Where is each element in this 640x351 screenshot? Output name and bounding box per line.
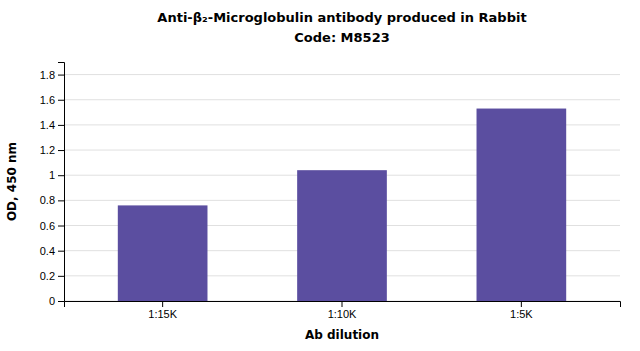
y-tick-mark <box>58 100 64 101</box>
x-tick: 1:10K <box>328 301 357 320</box>
x-tick-label: 1:15K <box>148 308 177 320</box>
y-tick-label: 1.4 <box>40 119 55 131</box>
y-tick-mark <box>58 301 64 302</box>
y-tick-mark <box>58 200 64 201</box>
y-tick: 1.6 <box>40 94 64 106</box>
x-tick: 1:15K <box>148 301 177 320</box>
x-tick-label: 1:10K <box>328 308 357 320</box>
x-axis-line <box>65 302 621 308</box>
grid-line <box>64 99 620 100</box>
y-tick-mark <box>58 125 64 126</box>
y-axis-line <box>58 63 65 302</box>
y-tick: 1.8 <box>40 69 64 81</box>
y-tick: 1.2 <box>40 144 64 156</box>
y-tick-label: 1.2 <box>40 144 55 156</box>
x-tick-mark <box>162 301 163 307</box>
y-tick-label: 1 <box>49 169 55 181</box>
title: Anti-β₂-Microglobulin antibody produced … <box>157 10 526 25</box>
y-tick-label: 0 <box>49 295 55 307</box>
y-tick: 0.8 <box>40 194 64 206</box>
x-tick-mark <box>521 301 522 307</box>
bar <box>297 170 387 301</box>
y-tick: 0.4 <box>40 245 64 257</box>
y-axis: 0 0.2 0.4 0.6 0.8 1 1.2 1.4 1.6 1.8 <box>40 63 65 308</box>
y-tick-label: 1.6 <box>40 94 55 106</box>
x-axis: 1:15K 1:10K 1:5K <box>65 301 621 320</box>
chart: 0 0.2 0.4 0.6 0.8 1 1.2 1.4 1.6 1.8 1:15K 1:10K 1:5K… <box>0 0 640 351</box>
y-tick-label: 0.8 <box>40 194 55 206</box>
y-axis-title: OD, 450 nm <box>5 142 19 221</box>
bars <box>118 109 566 301</box>
y-tick-mark <box>58 75 64 76</box>
y-tick-label: 0.6 <box>40 220 55 232</box>
plot-area: 0 0.2 0.4 0.6 0.8 1 1.2 1.4 1.6 1.8 1:15K 1:10K 1:5K <box>40 63 621 320</box>
y-tick-label: 0.2 <box>40 270 55 282</box>
x-tick: 1:5K <box>510 301 533 320</box>
x-tick-mark <box>342 301 343 307</box>
y-tick: 0 <box>49 295 64 307</box>
y-tick-label: 0.4 <box>40 245 55 257</box>
subtitle: Code: M8523 <box>294 30 389 45</box>
x-axis-title: Ab dilution <box>305 328 379 342</box>
x-tick-label: 1:5K <box>510 308 533 320</box>
y-tick-mark <box>58 251 64 252</box>
y-tick-label: 1.8 <box>40 69 55 81</box>
bar <box>477 109 567 301</box>
y-tick: 0.6 <box>40 220 64 232</box>
grid-line <box>64 74 620 75</box>
y-tick-mark <box>58 150 64 151</box>
grid <box>64 75 620 301</box>
y-tick-mark <box>58 175 64 176</box>
y-tick: 1.4 <box>40 119 64 131</box>
y-tick: 0.2 <box>40 270 64 282</box>
y-tick-mark <box>58 226 64 227</box>
y-tick: 1 <box>49 169 64 181</box>
y-tick-mark <box>58 276 64 277</box>
bar <box>118 205 208 301</box>
